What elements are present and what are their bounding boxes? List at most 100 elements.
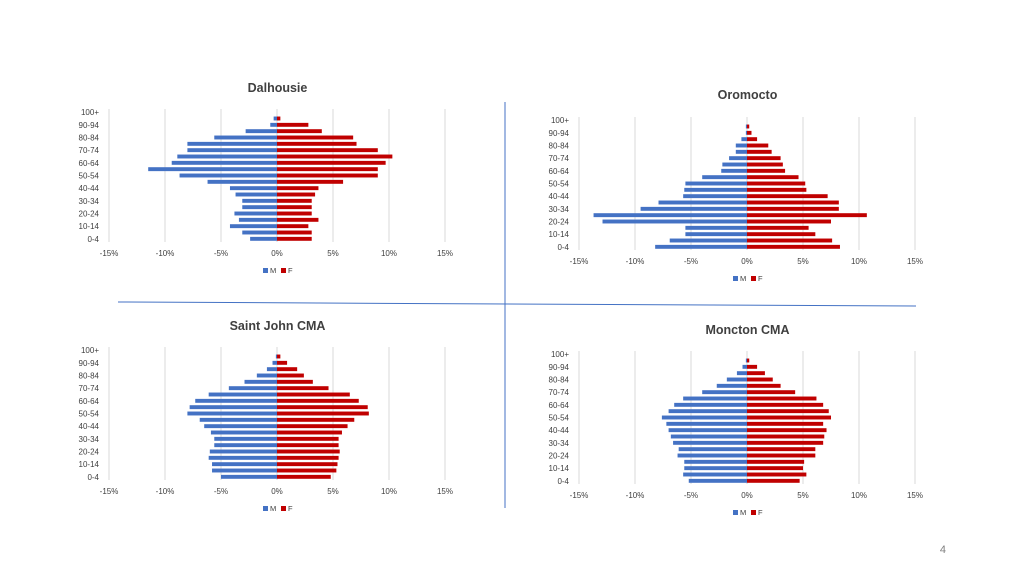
legend-label-M: M (740, 508, 746, 517)
legend-swatch-F (281, 506, 286, 511)
bar-male-5-9 (683, 472, 747, 477)
bar-male-75-79 (716, 383, 747, 388)
category-tick-label: 10-14 (79, 460, 100, 469)
category-tick-label: 20-24 (79, 448, 100, 457)
bar-female-40-44 (747, 428, 827, 433)
horizontal-divider (117, 301, 917, 307)
x-tick-label: 10% (381, 249, 397, 258)
bar-male-40-44 (683, 194, 747, 199)
category-tick-label: 100+ (551, 116, 569, 125)
bar-male-10-14 (685, 232, 747, 237)
bar-male-10-14 (212, 462, 277, 467)
bar-female-0-4 (747, 244, 840, 249)
x-tick-label: 0% (741, 257, 753, 266)
x-tick-label: -15% (100, 487, 119, 496)
bar-male-35-39 (670, 434, 747, 439)
bar-female-45-49 (747, 421, 824, 426)
bar-female-85-89 (277, 129, 322, 134)
legend-label-M: M (270, 266, 276, 275)
bar-male-45-49 (207, 179, 277, 184)
bar-female-55-59 (747, 175, 799, 180)
bar-female-70-74 (747, 156, 781, 161)
bar-female-95-99 (277, 354, 281, 359)
bar-female-25-29 (747, 213, 867, 218)
bar-male-15-19 (238, 217, 277, 222)
category-tick-label: 70-74 (549, 388, 570, 397)
bar-male-25-29 (214, 443, 277, 448)
bar-male-5-9 (212, 468, 277, 473)
category-tick-label: 80-84 (79, 134, 100, 143)
bar-female-95-99 (277, 116, 281, 121)
page-number: 4 (939, 544, 946, 556)
bar-male-25-29 (242, 205, 277, 210)
legend-swatch-F (751, 276, 756, 281)
bar-male-65-69 (177, 154, 277, 159)
x-tick-label: 0% (741, 491, 753, 500)
legend-label-F: F (758, 274, 763, 283)
bar-female-10-14 (277, 462, 338, 467)
category-tick-label: 90-94 (79, 359, 100, 368)
bar-female-50-54 (747, 415, 831, 420)
bar-male-0-4 (688, 478, 747, 483)
bar-female-25-29 (747, 447, 816, 452)
bar-female-20-24 (277, 211, 312, 216)
bar-female-60-64 (277, 160, 386, 165)
category-tick-label: 50-54 (79, 410, 100, 419)
category-tick-label: 40-44 (79, 422, 100, 431)
bar-male-40-44 (229, 186, 277, 191)
bar-male-85-89 (741, 137, 747, 142)
bar-male-80-84 (256, 373, 277, 378)
bar-male-35-39 (210, 430, 277, 435)
bar-female-50-54 (277, 411, 369, 416)
bar-female-45-49 (277, 179, 344, 184)
chart-plot: 0-4 10-14 20-24 30-34 40-44 50-54 60-64 70-74 80… (79, 346, 453, 513)
x-tick-label: 5% (327, 249, 339, 258)
category-tick-label: 60-64 (79, 397, 100, 406)
category-tick-label: 100+ (81, 108, 99, 117)
bar-male-85-89 (736, 371, 747, 376)
category-tick-label: 20-24 (549, 452, 570, 461)
bar-female-40-44 (747, 194, 828, 199)
category-tick-label: 40-44 (79, 184, 100, 193)
x-tick-label: -15% (100, 249, 119, 258)
bar-female-0-4 (747, 478, 800, 483)
bar-female-65-69 (747, 396, 817, 401)
x-tick-label: -15% (570, 491, 589, 500)
x-tick-label: 5% (327, 487, 339, 496)
bar-female-65-69 (747, 162, 783, 167)
x-tick-label: 15% (437, 487, 453, 496)
bar-male-95-99 (275, 354, 277, 359)
legend-label-F: F (758, 508, 763, 517)
category-tick-label: 80-84 (549, 142, 570, 151)
chart-title: Oromocto (717, 88, 778, 102)
bar-male-80-84 (214, 135, 277, 140)
bar-female-5-9 (277, 230, 312, 235)
bar-male-5-9 (669, 238, 747, 243)
bar-female-80-84 (747, 143, 769, 148)
category-tick-label: 30-34 (549, 439, 570, 448)
bar-male-15-19 (208, 455, 277, 460)
bar-female-10-14 (747, 232, 816, 237)
bar-male-55-59 (189, 405, 277, 410)
legend-swatch-F (281, 268, 286, 273)
bar-female-40-44 (277, 186, 319, 191)
bar-female-70-74 (277, 148, 378, 153)
category-tick-label: 100+ (81, 346, 99, 355)
bar-female-85-89 (747, 371, 765, 376)
bar-female-70-74 (747, 390, 796, 395)
bar-male-30-34 (242, 198, 277, 203)
bar-female-25-29 (277, 443, 339, 448)
bar-female-65-69 (277, 392, 350, 397)
pyramid-chart-saint-john: Saint John CMA 0-4 10-14 20-24 30-34 40-44 50… (75, 314, 480, 529)
bar-female-90-94 (747, 130, 752, 135)
bar-male-55-59 (668, 409, 747, 414)
bar-male-70-74 (187, 148, 277, 153)
bar-male-40-44 (204, 424, 277, 429)
category-tick-label: 70-74 (79, 146, 100, 155)
bar-male-85-89 (245, 129, 277, 134)
bar-female-50-54 (747, 181, 806, 186)
bar-female-95-99 (747, 358, 750, 363)
bar-male-75-79 (187, 141, 277, 146)
bar-female-15-19 (277, 217, 319, 222)
